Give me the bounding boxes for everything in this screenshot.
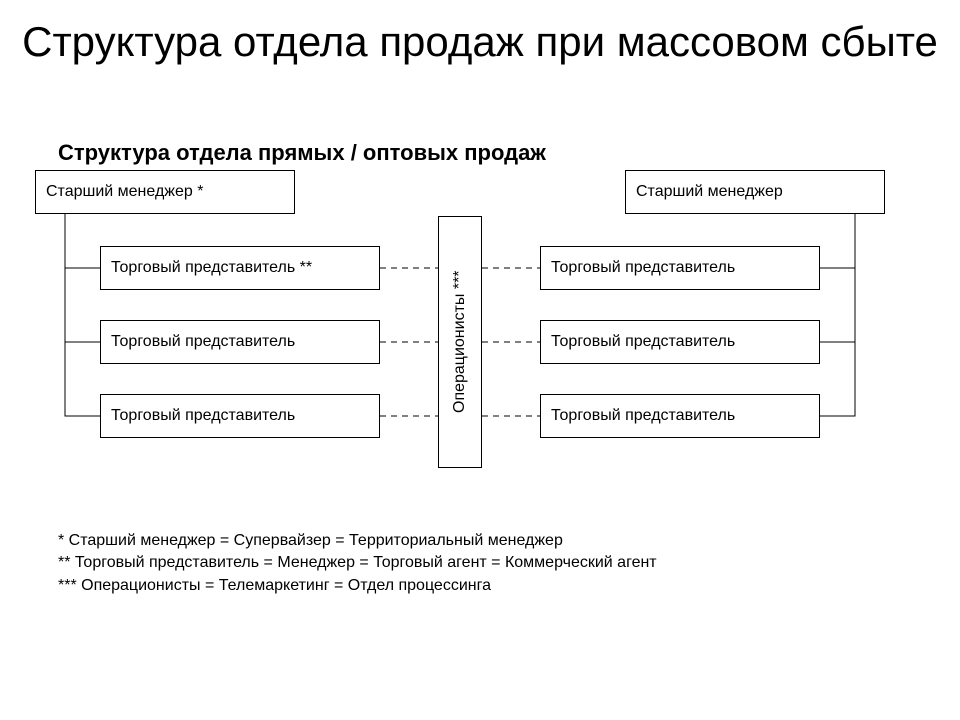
box-rep-left-2: Торговый представитель [100, 320, 380, 364]
box-senior-manager-left: Старший менеджер * [35, 170, 295, 214]
box-label: Операционисты *** [451, 271, 469, 414]
footnote-line: * Старший менеджер = Супервайзер = Терри… [58, 530, 657, 552]
footnote-line: *** Операционисты = Телемаркетинг = Отде… [58, 575, 657, 597]
box-label: Старший менеджер [636, 183, 783, 201]
box-rep-left-3: Торговый представитель [100, 394, 380, 438]
box-label: Торговый представитель [551, 259, 735, 277]
box-label: Старший менеджер * [46, 183, 203, 201]
slide-title: Структура отдела продаж при массовом сбы… [0, 18, 960, 66]
box-senior-manager-right: Старший менеджер [625, 170, 885, 214]
box-label: Торговый представитель [551, 333, 735, 351]
box-label: Торговый представитель [111, 407, 295, 425]
slide-subtitle: Структура отдела прямых / оптовых продаж [58, 140, 546, 166]
box-rep-left-1: Торговый представитель ** [100, 246, 380, 290]
footnote-line: ** Торговый представитель = Менеджер = Т… [58, 552, 657, 574]
box-rep-right-3: Торговый представитель [540, 394, 820, 438]
box-label: Торговый представитель ** [111, 259, 312, 277]
box-label: Торговый представитель [111, 333, 295, 351]
box-rep-right-1: Торговый представитель [540, 246, 820, 290]
slide: Структура отдела продаж при массовом сбы… [0, 0, 960, 720]
box-rep-right-2: Торговый представитель [540, 320, 820, 364]
footnotes: * Старший менеджер = Супервайзер = Терри… [58, 530, 657, 597]
box-label: Торговый представитель [551, 407, 735, 425]
box-operators-center: Операционисты *** [438, 216, 482, 468]
